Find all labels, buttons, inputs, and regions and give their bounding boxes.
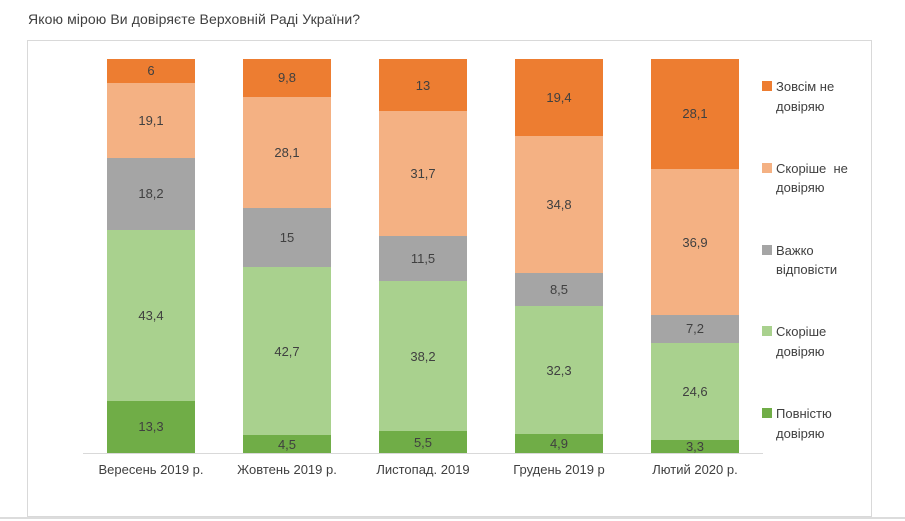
stacked-bar: 13 31,7 11,5 38,2 5,5 — [379, 59, 467, 453]
legend-swatch-icon — [762, 244, 772, 255]
legend-swatch-icon — [762, 162, 772, 173]
bar-segment: 36,9 — [651, 169, 739, 315]
legend: Зовсім не довіряю Скоріше не довіряю Важко… — [762, 77, 864, 443]
legend-item: Важко відповісти — [762, 241, 864, 280]
bar-segment: 8,5 — [515, 272, 603, 307]
x-axis-label: Жовтень 2019 р. — [237, 462, 337, 477]
legend-item: Скоріше довіряю — [762, 322, 864, 361]
x-axis-labels: Вересень 2019 р. Жовтень 2019 р. Листопад.… — [83, 462, 763, 477]
plot-area: 6 19,1 18,2 43,4 13,3 9,8 28,1 15 42,7 4,5 13 31,7 1… — [83, 58, 763, 453]
bar-segment: 9,8 — [243, 58, 331, 98]
bar-segment: 43,4 — [107, 229, 195, 401]
legend-label: Скоріше довіряю — [776, 324, 827, 359]
bar-segment: 18,2 — [107, 157, 195, 230]
bar-segment: 31,7 — [379, 110, 467, 236]
bar-segment: 15 — [243, 207, 331, 268]
x-axis-label: Грудень 2019 р — [513, 462, 605, 477]
legend-swatch-icon — [762, 81, 772, 91]
stacked-bar: 28,1 36,9 7,2 24,6 3,3 — [651, 58, 739, 453]
bar-segment: 19,1 — [107, 82, 195, 158]
bar-segment: 6 — [107, 59, 195, 83]
chart-title: Якою мірою Ви довіряєте Верховній Раді У… — [28, 11, 361, 27]
bar-segment: 5,5 — [379, 431, 467, 453]
bar-segment: 3,3 — [651, 440, 739, 453]
bar-segment: 11,5 — [379, 235, 467, 281]
bar-segment: 7,2 — [651, 314, 739, 344]
bar-group: 19,4 34,8 8,5 32,3 4,9 — [491, 59, 627, 453]
bar-group: 13 31,7 11,5 38,2 5,5 — [355, 59, 491, 453]
bar-segment: 38,2 — [379, 280, 467, 432]
legend-swatch-icon — [762, 408, 772, 418]
stacked-bar: 19,4 34,8 8,5 32,3 4,9 — [515, 59, 603, 453]
bar-group: 9,8 28,1 15 42,7 4,5 — [219, 58, 355, 453]
bar-segment: 13 — [379, 59, 467, 111]
bar-segment: 24,6 — [651, 343, 739, 440]
legend-swatch-icon — [762, 326, 772, 337]
legend-item: Зовсім не довіряю — [762, 77, 864, 116]
stacked-bar: 9,8 28,1 15 42,7 4,5 — [243, 58, 331, 453]
bar-segment: 4,5 — [243, 435, 331, 453]
legend-label: Важко відповісти — [776, 242, 838, 278]
bar-segment: 28,1 — [243, 97, 331, 208]
bar-segment: 32,3 — [515, 306, 603, 434]
bar-segment: 19,4 — [515, 59, 603, 136]
bar-segment: 34,8 — [515, 135, 603, 273]
legend-item: Повністю довіряю — [762, 404, 864, 443]
chart-frame: 6 19,1 18,2 43,4 13,3 9,8 28,1 15 42,7 4,5 13 31,7 1… — [27, 40, 872, 517]
bar-group: 6 19,1 18,2 43,4 13,3 — [83, 59, 219, 453]
legend-label: Скоріше не довіряю — [776, 160, 848, 196]
bar-group: 28,1 36,9 7,2 24,6 3,3 — [627, 58, 763, 453]
legend-item: Скоріше не довіряю — [762, 159, 864, 198]
x-axis-label: Вересень 2019 р. — [98, 462, 204, 477]
bar-segment: 28,1 — [651, 58, 739, 170]
bar-segment: 13,3 — [107, 400, 195, 453]
stacked-bar: 6 19,1 18,2 43,4 13,3 — [107, 59, 195, 453]
x-axis-line — [83, 453, 763, 454]
bar-segment: 4,9 — [515, 433, 603, 453]
legend-label: Зовсім не довіряю — [776, 79, 835, 114]
x-axis-label: Листопад. 2019 — [376, 462, 470, 477]
page-bottom-border — [0, 517, 905, 519]
legend-label: Повністю довіряю — [776, 406, 832, 441]
bar-segment: 42,7 — [243, 267, 331, 436]
x-axis-label: Лютий 2020 р. — [652, 462, 738, 477]
